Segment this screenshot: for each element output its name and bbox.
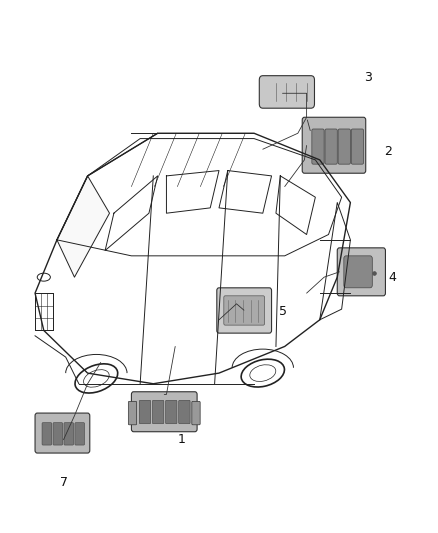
Polygon shape — [57, 176, 110, 277]
Text: 2: 2 — [384, 146, 392, 158]
FancyBboxPatch shape — [139, 400, 151, 424]
FancyBboxPatch shape — [53, 423, 63, 445]
FancyBboxPatch shape — [337, 248, 385, 296]
Text: 1: 1 — [178, 433, 186, 446]
FancyBboxPatch shape — [192, 401, 200, 425]
FancyBboxPatch shape — [312, 129, 324, 164]
FancyBboxPatch shape — [344, 256, 372, 288]
FancyBboxPatch shape — [351, 129, 364, 164]
Text: 7: 7 — [60, 476, 67, 489]
FancyBboxPatch shape — [302, 117, 366, 173]
Text: 4: 4 — [388, 271, 396, 284]
FancyBboxPatch shape — [131, 392, 197, 432]
FancyBboxPatch shape — [259, 76, 314, 108]
FancyBboxPatch shape — [128, 401, 137, 425]
FancyBboxPatch shape — [338, 129, 350, 164]
Text: 5: 5 — [279, 305, 286, 318]
Text: 3: 3 — [364, 71, 372, 84]
FancyBboxPatch shape — [35, 413, 90, 453]
FancyBboxPatch shape — [217, 288, 272, 333]
FancyBboxPatch shape — [179, 400, 190, 424]
FancyBboxPatch shape — [75, 423, 85, 445]
FancyBboxPatch shape — [325, 129, 337, 164]
FancyBboxPatch shape — [224, 296, 265, 325]
FancyBboxPatch shape — [42, 423, 52, 445]
FancyBboxPatch shape — [152, 400, 164, 424]
FancyBboxPatch shape — [166, 400, 177, 424]
FancyBboxPatch shape — [64, 423, 74, 445]
